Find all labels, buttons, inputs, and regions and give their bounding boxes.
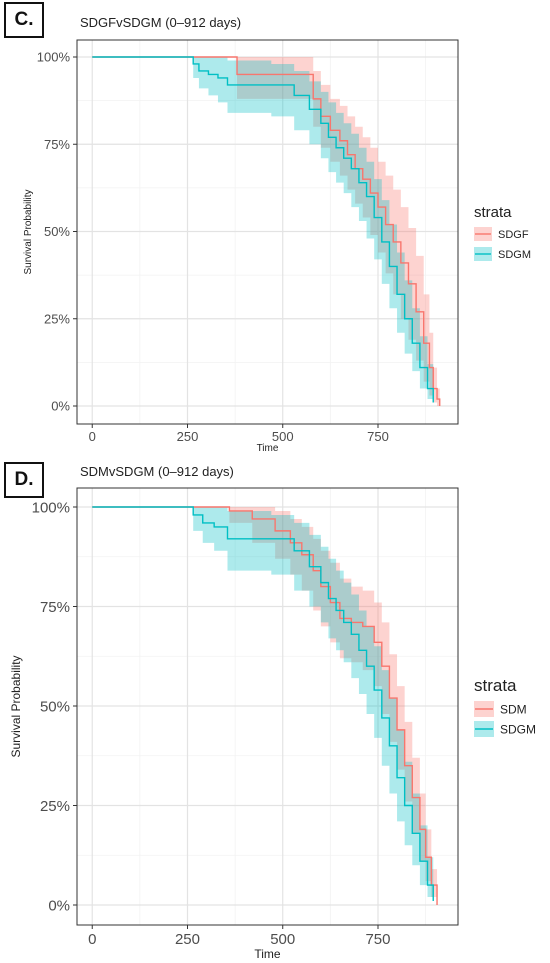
chart-d-x-tick-label: 0 (88, 931, 96, 948)
chart-d-line-sdgm (92, 506, 434, 902)
survival-chart-c: 0 250 500 750 0% 25% 50% 75% 100% Time Survival Pr… (23, 39, 531, 454)
chart-d-legend-label-sdm: SDM (500, 702, 527, 716)
panel-c-title: SDGFvSDGM (0–912 days) (80, 15, 242, 30)
chart-c-line-sdgf (92, 56, 441, 406)
chart-d-band-sdm (92, 507, 438, 905)
chart-d-line-sdm (92, 506, 438, 905)
chart-d-legend-title: strata (474, 676, 517, 695)
chart-c-legend-label-sdgf: SDGF (498, 229, 529, 241)
chart-d-x-tick-label: 750 (365, 931, 390, 948)
chart-c-y-axis-title: Survival Probability (23, 189, 34, 274)
survival-chart-d: 0 250 500 750 0% 25% 50% 75% 100% Time Survival Pr… (9, 487, 536, 961)
chart-c-x-tick-label: 500 (272, 429, 294, 444)
chart-d-y-tick-label: 100% (32, 499, 70, 516)
chart-d-y-axis-title: Survival Probability (9, 655, 23, 757)
chart-c-y-tick-label: 0% (51, 399, 70, 414)
chart-c-y-tick-label: 25% (44, 311, 70, 326)
chart-c-x-tick-label: 250 (177, 429, 199, 444)
chart-d-x-tick-label: 500 (270, 931, 295, 948)
panel-d-label: D. (4, 462, 44, 498)
chart-d-y-tick-label: 75% (40, 599, 70, 616)
chart-d-x-axis-title: Time (254, 947, 281, 961)
chart-c-line-sdgm (92, 56, 434, 403)
chart-d-legend-label-sdgm: SDGM (500, 722, 536, 736)
panel-c-label: C. (4, 2, 44, 38)
chart-d-band-sdgm (92, 507, 434, 905)
chart-c-x-tick-label: 750 (367, 429, 389, 444)
panel-d-title: SDMvSDGM (0–912 days) (80, 464, 234, 479)
chart-d-y-tick-label: 0% (48, 897, 70, 914)
chart-d-x-tick-label: 250 (175, 931, 200, 948)
chart-d-y-tick-label: 25% (40, 798, 70, 815)
chart-c-x-tick-label: 0 (89, 429, 96, 444)
chart-c-legend-label-sdgm: SDGM (498, 249, 531, 261)
chart-c-y-tick-label: 50% (44, 224, 70, 239)
chart-d-y-tick-label: 50% (40, 698, 70, 715)
chart-c-x-axis-title: Time (257, 443, 279, 454)
chart-c-legend-title: strata (474, 204, 512, 221)
chart-c-band-sdgf (92, 57, 440, 406)
chart-c-y-tick-label: 75% (44, 137, 70, 152)
chart-c-y-tick-label: 100% (37, 50, 71, 65)
